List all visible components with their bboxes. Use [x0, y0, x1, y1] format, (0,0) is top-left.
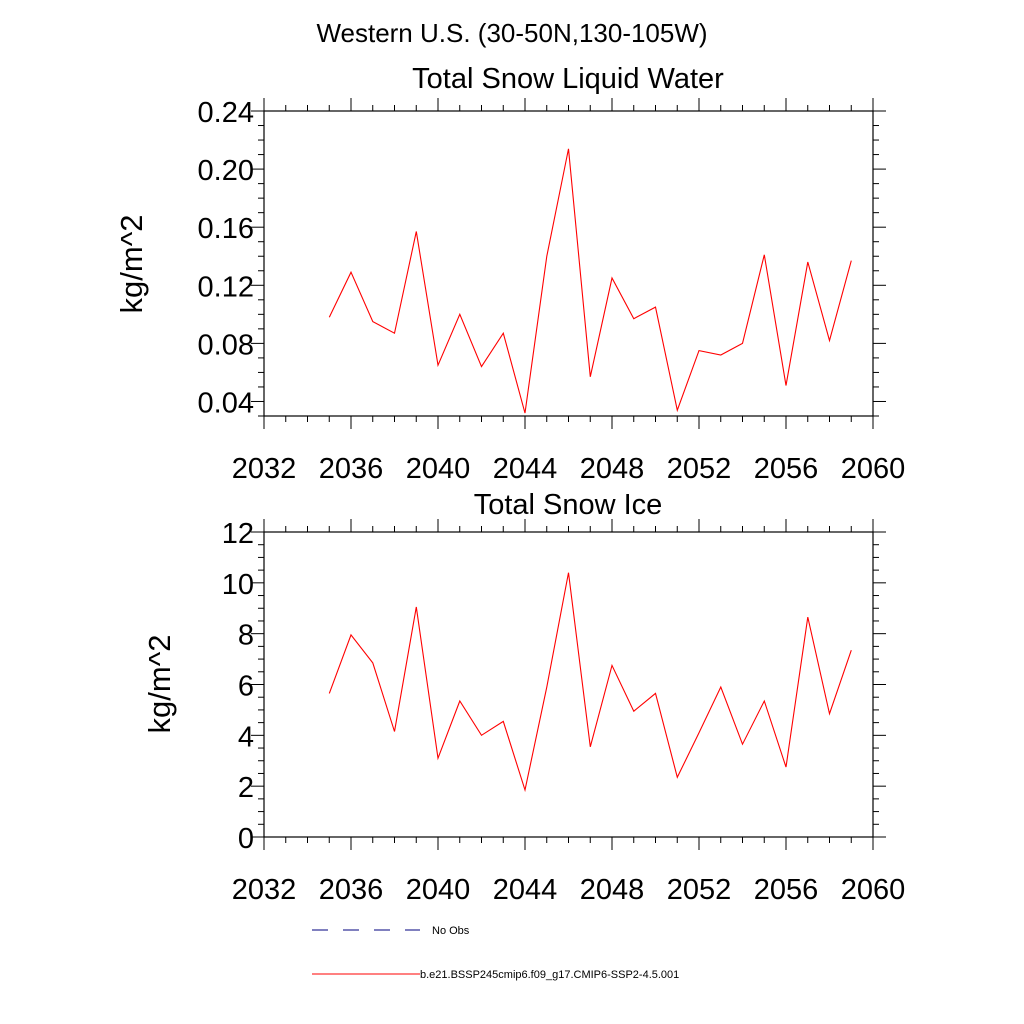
x-tick-label: 2052 [667, 453, 732, 485]
panel-snow-ice: Total Snow Ice kg/m^2 2032 2036 2040 2044 20… [142, 489, 905, 906]
y-axis-label: kg/m^2 [142, 635, 177, 734]
legend-label: b.e21.BSSP245cmip6.f09_g17.CMIP6-SSP2-4.… [420, 969, 679, 981]
tick-marks [251, 519, 886, 850]
x-tick-label: 2048 [580, 874, 645, 906]
x-tick-label: 2040 [406, 453, 471, 485]
series-line [328, 148, 852, 414]
y-tick-label: 4 [238, 721, 254, 753]
y-tick-label: 0.04 [198, 387, 254, 419]
y-tick-label: 0.16 [198, 213, 254, 245]
plot-series [328, 572, 852, 793]
y-tick-label: 8 [238, 620, 254, 652]
y-tick-label: 0.12 [198, 271, 254, 303]
panel-title: Total Snow Ice [474, 489, 663, 521]
x-tick-label: 2032 [232, 874, 297, 906]
y-tick-label: 2 [238, 772, 254, 804]
panel-snow-liquid-water: Total Snow Liquid Water kg/m^2 2032 2036 2… [114, 63, 905, 485]
x-tick-label: 2048 [580, 453, 645, 485]
tick-labels: 2032 2036 2040 2044 2048 2052 2056 2060 0.04 0.08… [198, 97, 906, 485]
legend-label: No Obs [432, 925, 470, 937]
x-tick-label: 2040 [406, 874, 471, 906]
x-tick-label: 2060 [841, 874, 906, 906]
y-axis-label: kg/m^2 [114, 215, 149, 314]
legend: No Obs b.e21.BSSP245cmip6.f09_g17.CMIP6-… [312, 925, 679, 981]
y-tick-label: 6 [238, 671, 254, 703]
y-tick-label: 0 [238, 823, 254, 855]
plot-frame [263, 110, 874, 417]
y-tick-label: 0.20 [198, 155, 254, 187]
y-tick-label: 0.24 [198, 97, 254, 129]
x-tick-label: 2056 [754, 453, 819, 485]
x-tick-label: 2044 [493, 453, 558, 485]
x-tick-label: 2052 [667, 874, 732, 906]
y-tick-label: 0.08 [198, 329, 254, 361]
panel-title: Total Snow Liquid Water [412, 63, 724, 95]
x-tick-label: 2056 [754, 874, 819, 906]
x-tick-label: 2032 [232, 453, 297, 485]
tick-marks [251, 98, 886, 429]
tick-labels: 2032 2036 2040 2044 2048 2052 2056 2060 0 2 4 6 8 10 1… [222, 518, 906, 906]
figure-title: Western U.S. (30-50N,130-105W) [316, 18, 707, 48]
x-tick-label: 2044 [493, 874, 558, 906]
x-tick-label: 2036 [319, 874, 384, 906]
series-line [328, 572, 852, 793]
x-tick-label: 2060 [841, 453, 906, 485]
plot-frame [263, 531, 874, 838]
legend-item-no-obs: No Obs [312, 925, 470, 937]
y-tick-label: 12 [222, 518, 254, 550]
y-tick-label: 10 [222, 569, 254, 601]
legend-item-model-run: b.e21.BSSP245cmip6.f09_g17.CMIP6-SSP2-4.… [312, 969, 679, 981]
x-tick-label: 2036 [319, 453, 384, 485]
plot-series [328, 148, 852, 414]
